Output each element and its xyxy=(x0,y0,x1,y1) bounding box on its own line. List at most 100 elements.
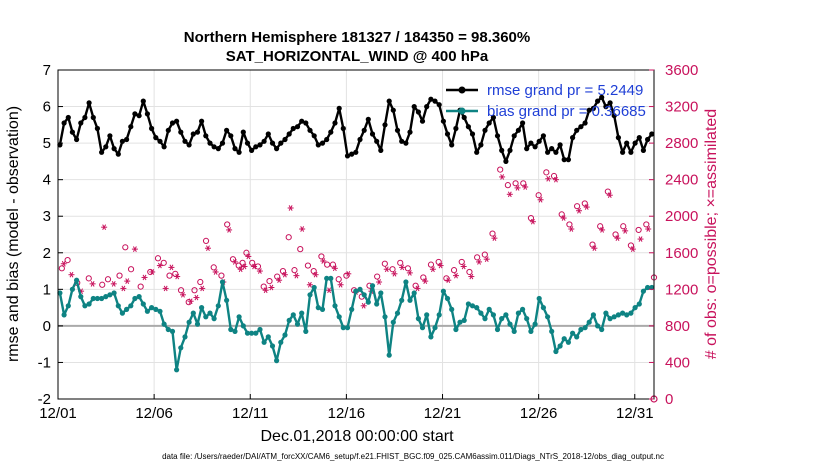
bias-point xyxy=(124,306,130,312)
rmse-point xyxy=(490,114,496,121)
bias-point xyxy=(574,334,580,340)
obs-assimilated-point xyxy=(237,266,244,273)
obs-possible-point xyxy=(304,262,312,269)
obs-assimilated-point xyxy=(383,266,390,273)
obs-possible-point xyxy=(266,278,273,285)
rmse-point xyxy=(207,140,213,146)
rmse-point xyxy=(265,131,271,137)
rmse-point xyxy=(411,104,417,110)
asterisk-stroke xyxy=(392,270,397,277)
x-tick-label: 12/21 xyxy=(424,405,462,422)
obs-possible-point xyxy=(177,287,185,294)
obs-possible-point xyxy=(620,223,627,230)
obs-possible-point xyxy=(279,267,287,275)
rmse-point xyxy=(307,127,313,133)
rmse-point xyxy=(386,98,392,104)
bias-point xyxy=(461,317,467,323)
rmse-point xyxy=(190,131,196,137)
asterisk-stroke xyxy=(561,215,566,221)
bias-point xyxy=(307,292,313,298)
bias-point xyxy=(199,305,205,311)
obs-possible-point xyxy=(573,203,581,210)
asterisk-stroke xyxy=(469,273,474,280)
asterisk-stroke xyxy=(257,268,262,274)
rmse-point xyxy=(419,118,426,124)
x-axis-label: Dec.01,2018 00:00:00 start xyxy=(260,428,454,445)
asterisk-stroke xyxy=(206,245,210,252)
legend-rmse-label: rmse grand pr = 5.2449 xyxy=(487,82,643,99)
bias-point xyxy=(78,294,84,300)
obs-possible-point xyxy=(450,267,458,274)
asterisk-stroke xyxy=(530,218,535,225)
asterisk-stroke xyxy=(238,266,243,273)
rmse-point xyxy=(161,144,167,150)
plot-frame xyxy=(57,69,655,400)
asterisk-stroke xyxy=(492,235,497,242)
obs-possible-point xyxy=(481,251,488,258)
obs-possible-point xyxy=(374,273,381,280)
bias-point xyxy=(540,305,547,311)
obs-possible-point xyxy=(324,261,331,268)
obs-assimilated-point xyxy=(452,272,459,279)
obs-assimilated-point xyxy=(483,256,490,263)
bias-point xyxy=(190,310,196,316)
asterisk-stroke xyxy=(377,279,382,285)
rmse-point xyxy=(465,124,471,130)
rmse-point xyxy=(144,111,150,117)
obs-possible-point xyxy=(122,244,129,251)
rmse-point xyxy=(557,142,563,148)
obs-assimilated-point xyxy=(299,226,306,232)
rmse-point xyxy=(561,157,567,163)
asterisk-stroke xyxy=(554,176,558,183)
rmse-point xyxy=(253,144,259,150)
rmse-point xyxy=(369,131,376,137)
rmse-point xyxy=(553,149,559,155)
rmse-point xyxy=(215,146,221,152)
bias-point xyxy=(349,306,355,312)
obs-possible-point xyxy=(218,272,225,279)
rmse-point xyxy=(340,125,346,132)
bias-point xyxy=(411,290,417,296)
rmse-point xyxy=(311,133,317,139)
bias-point xyxy=(178,345,184,351)
y2-tick-label: 400 xyxy=(665,354,690,371)
rmse-point xyxy=(511,133,517,139)
bias-point xyxy=(578,326,584,333)
bias-point xyxy=(103,294,109,300)
asterisk-stroke xyxy=(282,271,287,278)
rmse-point xyxy=(82,114,88,121)
obs-possible-point xyxy=(291,267,298,274)
bias-point xyxy=(444,295,451,302)
obs-assimilated-point xyxy=(545,175,552,182)
rmse-point xyxy=(528,140,534,146)
asterisk-stroke xyxy=(546,175,551,182)
bias-point xyxy=(599,326,605,333)
rmse-point xyxy=(374,138,380,144)
obs-assimilated-point xyxy=(576,207,583,214)
bias-point xyxy=(290,312,296,318)
asterisk-stroke xyxy=(407,270,412,276)
y-tick-label: 0 xyxy=(43,318,51,335)
rmse-point xyxy=(449,142,455,148)
obs-assimilated-point xyxy=(399,264,406,271)
asterisk-stroke xyxy=(307,281,312,288)
bias-point xyxy=(357,286,363,292)
bias-series xyxy=(57,275,655,373)
asterisk-stroke xyxy=(246,253,251,260)
obs-assimilated-point xyxy=(68,271,75,278)
bias-point xyxy=(224,297,230,303)
obs-possible-point xyxy=(329,261,337,268)
obs-assimilated-point xyxy=(276,277,283,284)
rmse-point xyxy=(111,146,117,152)
rmse-point xyxy=(65,114,71,121)
obs-assimilated-point xyxy=(460,263,467,270)
obs-assimilated-point xyxy=(168,264,175,271)
obs-possible-point xyxy=(581,200,588,207)
obs-possible-point xyxy=(260,283,267,290)
bias-point xyxy=(428,334,434,340)
bias-point xyxy=(590,312,597,318)
bias-point xyxy=(507,321,513,327)
rmse-point xyxy=(103,144,109,150)
bias-point xyxy=(319,306,326,312)
